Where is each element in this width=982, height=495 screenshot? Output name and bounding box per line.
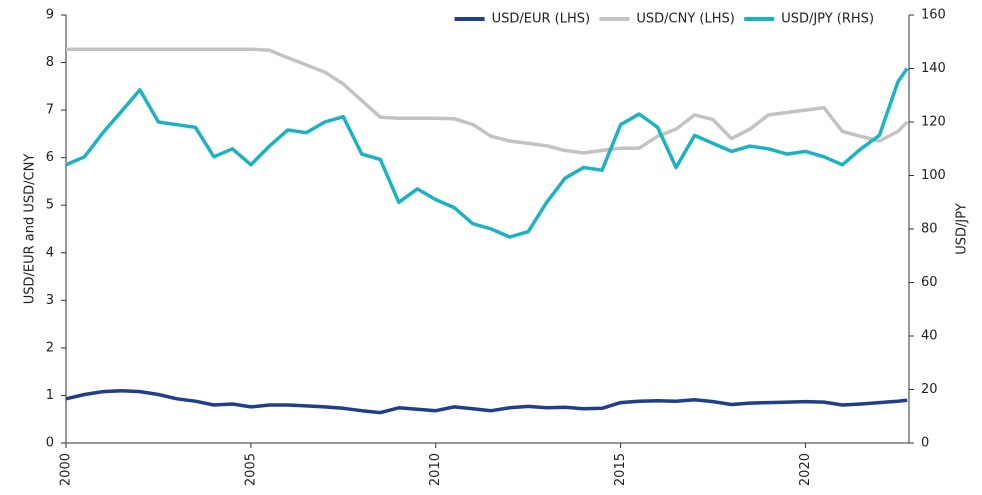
x-tick-label: 2005 [243, 453, 258, 486]
y-tick-label: 4 [46, 245, 54, 260]
y-tick-label: 7 [46, 103, 54, 118]
y2-tick-label: 20 [921, 382, 938, 397]
legend-label: USD/EUR (LHS) [492, 12, 590, 27]
y-tick-label: 5 [46, 198, 54, 213]
legend-label: USD/CNY (LHS) [636, 12, 734, 27]
y2-tick-label: 60 [921, 275, 938, 290]
y2-tick-label: 80 [921, 222, 938, 237]
y2-tick-label: 40 [921, 329, 938, 344]
y-tick-label: 8 [46, 55, 54, 70]
y-axis-label: USD/EUR and USD/CNY [23, 154, 38, 305]
y2-tick-label: 160 [921, 8, 946, 23]
series-line [65, 67, 909, 239]
y2-tick-label: 120 [921, 115, 946, 130]
y2-tick-label: 140 [921, 61, 946, 76]
y-tick-label: 2 [46, 340, 54, 355]
legend-label: USD/JPY (RHS) [781, 12, 874, 27]
y-tick-label: 6 [46, 150, 54, 165]
x-tick-label: 2020 [798, 453, 813, 486]
y-tick-label: 9 [46, 8, 54, 23]
y2-tick-label: 100 [921, 168, 946, 183]
y2-tick-label: 0 [921, 436, 929, 451]
series-line [65, 388, 908, 415]
x-tick-label: 2000 [59, 453, 74, 486]
y2-axis-label: USD/JPY [955, 203, 970, 255]
x-tick-label: 2010 [428, 453, 443, 486]
y-tick-label: 3 [46, 293, 54, 308]
y-tick-label: 0 [46, 436, 54, 451]
x-tick-label: 2015 [613, 453, 628, 486]
series-line [66, 47, 909, 155]
y-tick-label: 1 [46, 388, 54, 403]
